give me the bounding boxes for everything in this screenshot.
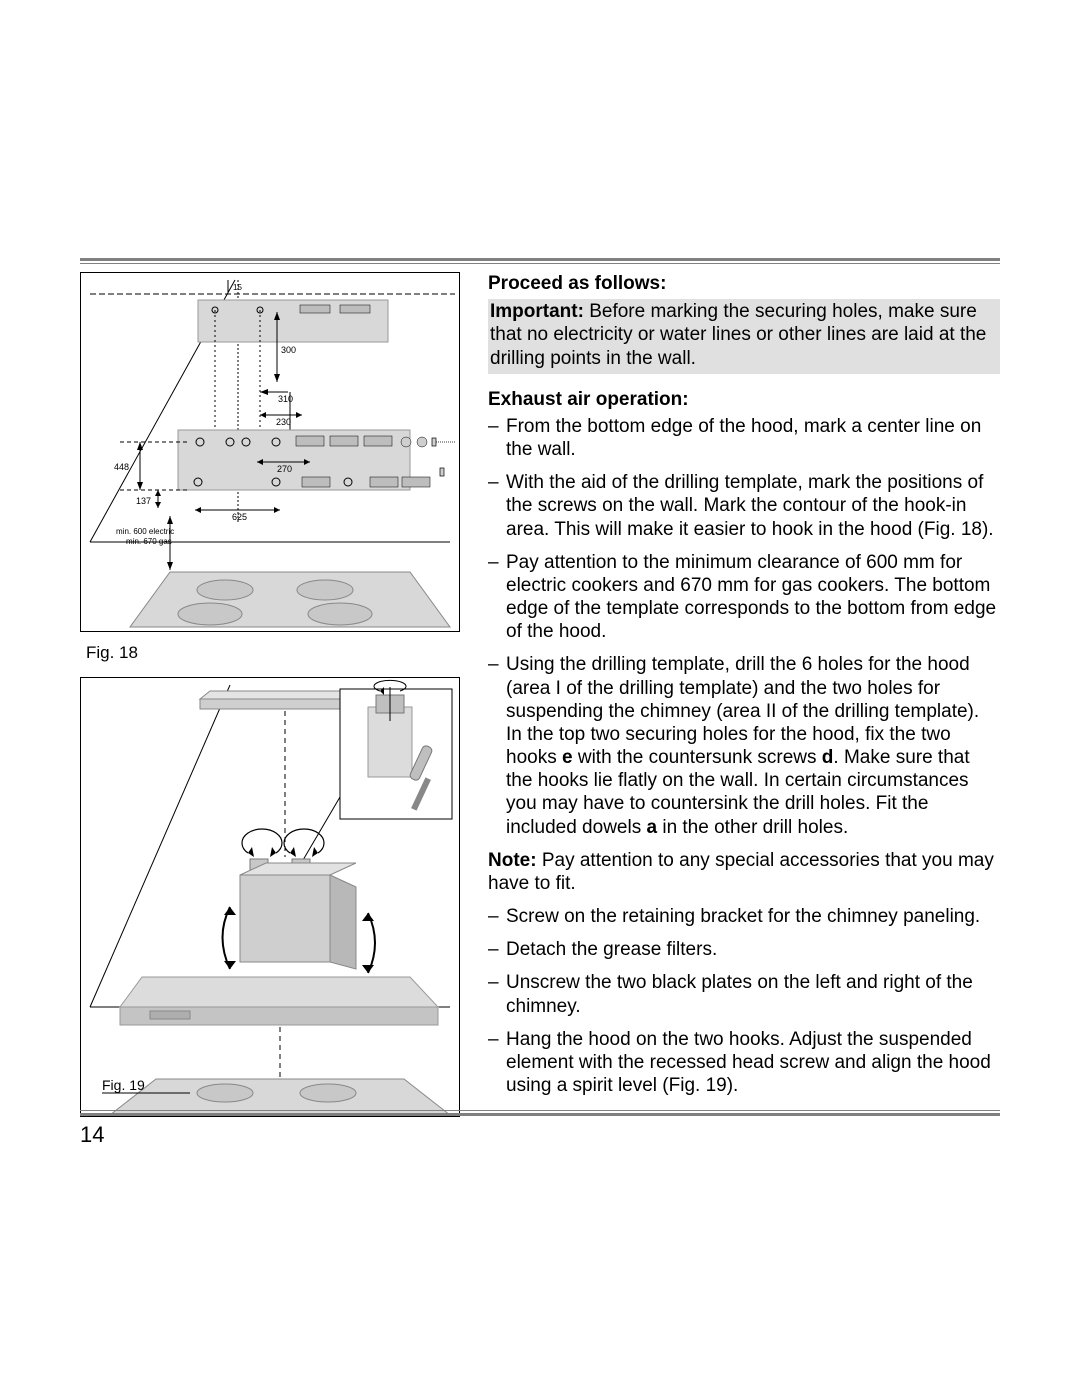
note-text: Pay attention to any special accessories… [488, 850, 994, 894]
top-rule-thick [80, 258, 1000, 261]
step-drill: Using the drilling template, drill the 6… [488, 653, 1000, 838]
steps-list-a: From the bottom edge of the hood, mark a… [488, 415, 1000, 839]
min-electric: min. 600 electric [116, 527, 174, 536]
steps-list-b: Screw on the retaining bracket for the c… [488, 905, 1000, 1097]
fig18-svg: 15 300 [80, 272, 460, 632]
heading-exhaust: Exhaust air operation: [488, 388, 1000, 411]
min-gas: min. 670 gas [126, 537, 172, 546]
dim-230: 230 [276, 417, 291, 427]
step-b-0: Screw on the retaining bracket for the c… [488, 905, 1000, 928]
dim-300: 300 [281, 345, 296, 355]
fig19-svg: Fig. 19 [80, 677, 460, 1117]
dim-625: 625 [232, 512, 247, 522]
step-a-2: Pay attention to the minimum clearance o… [488, 551, 1000, 644]
page-number: 14 [80, 1122, 104, 1148]
step-b-2: Unscrew the two black plates on the left… [488, 971, 1000, 1017]
important-label: Important: [490, 301, 584, 322]
top-rule-thin [80, 263, 1000, 264]
figure-19: Fig. 19 [80, 677, 460, 1122]
step-a-1: With the aid of the drilling template, m… [488, 471, 1000, 541]
figure-18: 15 300 [80, 272, 460, 663]
dim-448: 448 [114, 462, 129, 472]
step-b-3: Hang the hood on the two hooks. Adjust t… [488, 1028, 1000, 1098]
dim-310: 310 [278, 394, 293, 404]
dim-137: 137 [136, 496, 151, 506]
fig19-inline-caption: Fig. 19 [102, 1077, 145, 1093]
text-column: Proceed as follows: Important: Before ma… [480, 272, 1000, 1122]
dim-270: 270 [277, 464, 292, 474]
figure-column: 15 300 [80, 272, 480, 1122]
footer-rules [80, 1108, 1000, 1116]
fig18-caption: Fig. 18 [86, 643, 460, 663]
note-paragraph: Note: Pay attention to any special acces… [488, 849, 1000, 895]
step-b-1: Detach the grease filters. [488, 938, 1000, 961]
dim-15: 15 [233, 283, 242, 292]
note-label: Note: [488, 850, 537, 871]
important-note: Important: Before marking the securing h… [488, 299, 1000, 374]
heading-proceed: Proceed as follows: [488, 272, 1000, 295]
step-a-0: From the bottom edge of the hood, mark a… [488, 415, 1000, 461]
